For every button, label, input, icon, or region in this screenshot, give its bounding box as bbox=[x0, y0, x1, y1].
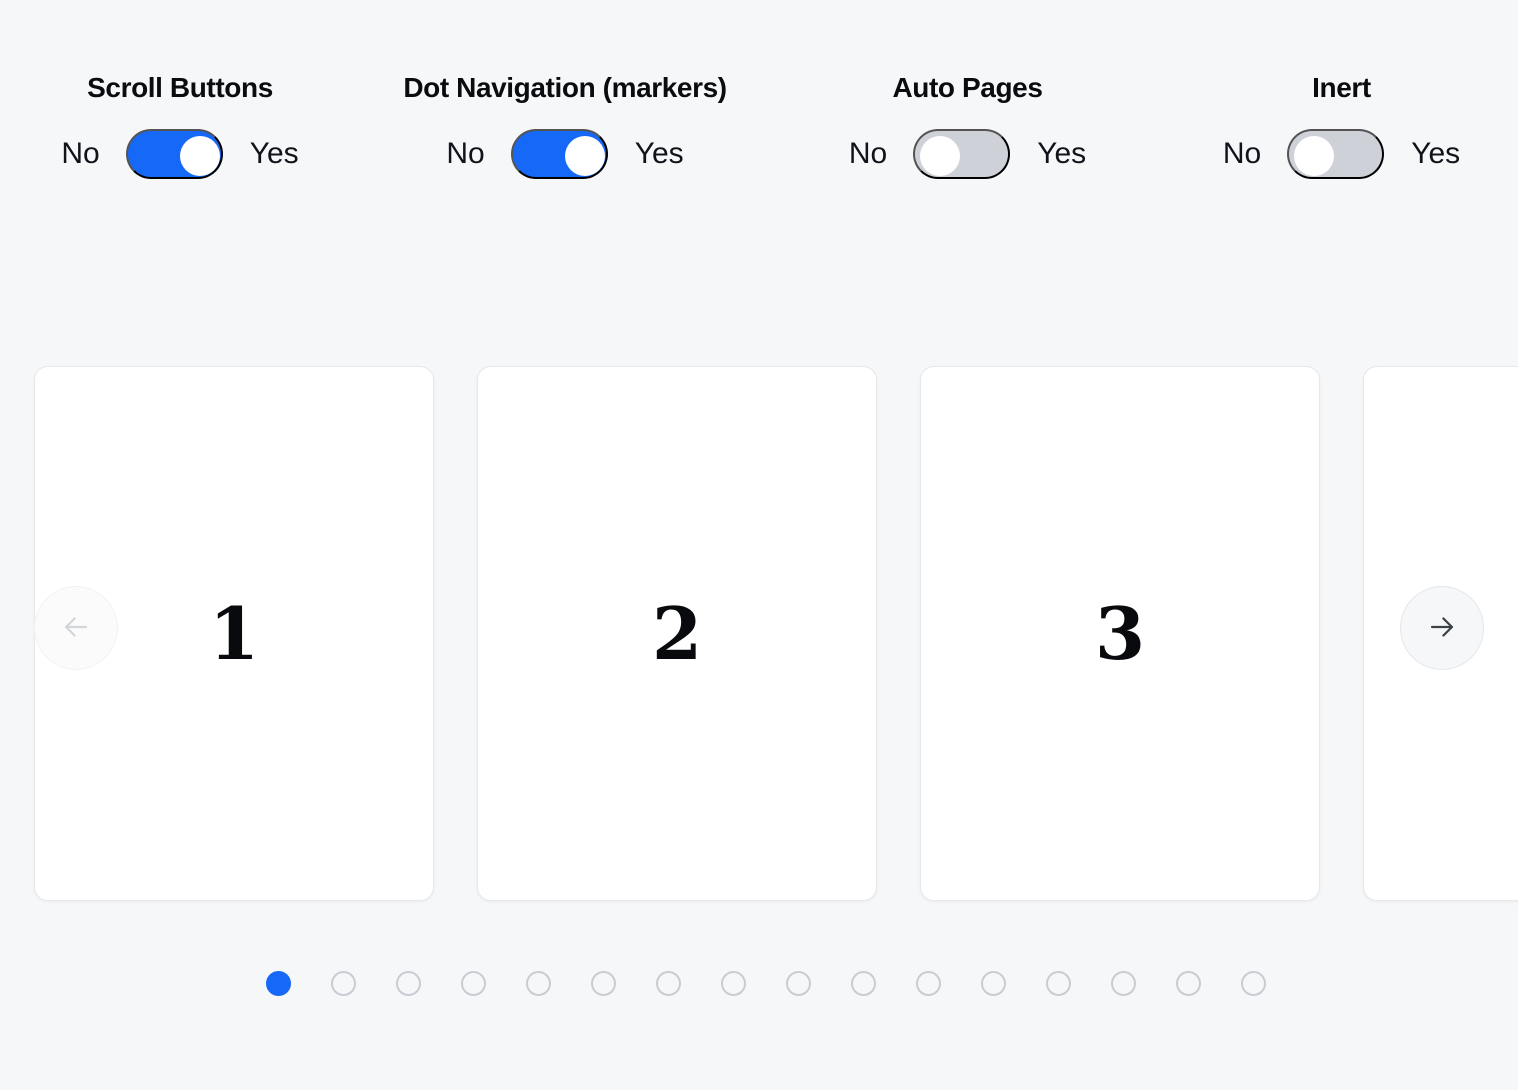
carousel-card[interactable]: 2 bbox=[477, 366, 877, 901]
carousel-dot[interactable] bbox=[331, 971, 356, 996]
carousel-dot[interactable] bbox=[526, 971, 551, 996]
control-title-inert: Inert bbox=[1312, 72, 1371, 103]
carousel-dot[interactable] bbox=[1046, 971, 1071, 996]
control-title-auto-pages: Auto Pages bbox=[892, 72, 1043, 103]
carousel-dot[interactable] bbox=[591, 971, 616, 996]
carousel-dot[interactable] bbox=[1176, 971, 1201, 996]
control-group-auto-pages: Auto Pages No Yes bbox=[770, 0, 1165, 179]
control-group-inert: Inert No Yes bbox=[1165, 0, 1518, 179]
toggle-row-auto-pages: No Yes bbox=[849, 129, 1086, 179]
control-group-scroll-buttons: Scroll Buttons No Yes bbox=[0, 0, 360, 179]
toggle-scroll-buttons[interactable] bbox=[125, 129, 223, 179]
toggle-off-label-auto-pages: No bbox=[848, 137, 888, 170]
toggle-inert[interactable] bbox=[1287, 129, 1385, 179]
toggle-dot-navigation[interactable] bbox=[510, 129, 608, 179]
control-title-scroll-buttons: Scroll Buttons bbox=[87, 72, 273, 103]
carousel-prev-button[interactable] bbox=[34, 586, 118, 670]
arrow-right-icon bbox=[1425, 610, 1459, 647]
carousel-card[interactable]: 3 bbox=[920, 366, 1320, 901]
toggle-off-label-dot-navigation: No bbox=[446, 137, 485, 170]
toggle-auto-pages[interactable] bbox=[913, 129, 1011, 179]
carousel-dot[interactable] bbox=[656, 971, 681, 996]
carousel-card-number: 2 bbox=[651, 590, 703, 676]
carousel-dot[interactable] bbox=[916, 971, 941, 996]
carousel-dot[interactable] bbox=[266, 971, 291, 996]
carousel-dot[interactable] bbox=[851, 971, 876, 996]
toggle-off-label-inert: No bbox=[1222, 137, 1262, 170]
toggle-on-label-inert: Yes bbox=[1411, 137, 1461, 170]
carousel-dot[interactable] bbox=[461, 971, 486, 996]
toggle-knob-icon bbox=[179, 136, 220, 176]
carousel-card-number: 3 bbox=[1094, 590, 1146, 676]
carousel-dot[interactable] bbox=[1241, 971, 1266, 996]
toggle-row-inert: No Yes bbox=[1223, 129, 1460, 179]
carousel-dot[interactable] bbox=[721, 971, 746, 996]
control-title-dot-navigation: Dot Navigation (markers) bbox=[403, 72, 727, 103]
arrow-left-icon bbox=[59, 610, 93, 647]
carousel-dot[interactable] bbox=[786, 971, 811, 996]
carousel-track[interactable]: 1 2 3 bbox=[34, 366, 1518, 901]
carousel-dot[interactable] bbox=[1111, 971, 1136, 996]
carousel-dot-navigation[interactable] bbox=[266, 971, 1266, 996]
toggle-knob-icon bbox=[1294, 136, 1335, 176]
control-group-dot-navigation: Dot Navigation (markers) No Yes bbox=[360, 0, 770, 179]
carousel-dot[interactable] bbox=[396, 971, 421, 996]
toggle-on-label-auto-pages: Yes bbox=[1037, 137, 1087, 170]
carousel-dot[interactable] bbox=[981, 971, 1006, 996]
carousel-card-number: 1 bbox=[208, 590, 260, 676]
controls-row: Scroll Buttons No Yes Dot Navigation (ma… bbox=[0, 0, 1518, 230]
carousel-next-button[interactable] bbox=[1400, 586, 1484, 670]
toggle-row-scroll-buttons: No Yes bbox=[61, 129, 299, 179]
toggle-row-dot-navigation: No Yes bbox=[446, 129, 684, 179]
toggle-knob-icon bbox=[564, 136, 605, 176]
toggle-off-label-scroll-buttons: No bbox=[61, 137, 100, 170]
toggle-on-label-scroll-buttons: Yes bbox=[249, 137, 299, 170]
toggle-on-label-dot-navigation: Yes bbox=[634, 137, 684, 170]
carousel-viewport[interactable]: 1 2 3 bbox=[0, 366, 1518, 902]
toggle-knob-icon bbox=[920, 136, 961, 176]
